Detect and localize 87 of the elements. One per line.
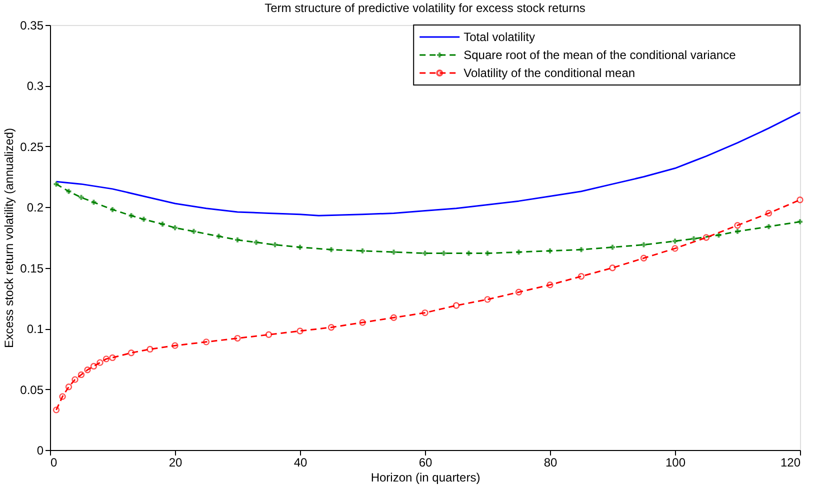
point (422, 250, 428, 256)
point (90, 362, 98, 370)
point (66, 188, 72, 194)
point (641, 242, 646, 248)
point (298, 244, 302, 250)
y-tick-label: 0 (36, 444, 44, 458)
point (578, 273, 585, 280)
point (110, 207, 115, 212)
point (234, 334, 241, 342)
y-tick-label: 0.2 (26, 200, 44, 215)
point (65, 384, 72, 390)
x-tick-label: 0 (50, 456, 58, 470)
point (466, 250, 472, 256)
point (59, 393, 66, 400)
y-tick-label: 0.15 (20, 261, 44, 276)
point (390, 314, 398, 321)
point (296, 328, 304, 334)
point (765, 210, 772, 217)
point (609, 264, 616, 272)
point (78, 194, 84, 200)
legend-label: Total volatility (464, 30, 535, 44)
point (272, 242, 278, 248)
chart-title: Term structure of predictive volatility for excess stock returns (264, 1, 586, 15)
x-tick-label: 60 (418, 456, 432, 470)
point (734, 222, 741, 229)
point (265, 331, 272, 338)
point (716, 232, 722, 238)
point (191, 228, 196, 234)
point (172, 225, 178, 230)
point (146, 346, 154, 353)
point (78, 371, 85, 378)
point (109, 354, 116, 362)
point (766, 224, 772, 230)
point (254, 240, 259, 245)
y-tick-label: 0.3 (26, 79, 44, 94)
point (96, 359, 104, 366)
x-tick-label: 100 (665, 456, 686, 470)
point (515, 288, 522, 296)
point (672, 238, 678, 244)
point (578, 247, 584, 252)
point (235, 237, 240, 242)
point (672, 245, 678, 252)
point (128, 213, 134, 218)
x-tick-label: 40 (294, 456, 308, 470)
point (798, 219, 802, 224)
x-tick-label: 20 (168, 456, 182, 470)
point (160, 222, 165, 227)
point (52, 406, 60, 414)
point (328, 324, 335, 331)
point (141, 216, 146, 222)
point (691, 236, 696, 242)
point (359, 319, 366, 326)
y-axis-title: Excess stock return volatility (annualized) (2, 128, 16, 348)
point (485, 250, 490, 256)
point (702, 234, 710, 241)
y-tick-label: 0.1 (26, 322, 44, 336)
point (548, 248, 552, 254)
point (102, 356, 110, 362)
point (735, 228, 740, 234)
point (516, 250, 522, 255)
point (610, 244, 615, 250)
point (84, 366, 91, 374)
y-tick-label: 0.05 (20, 382, 44, 397)
point (452, 302, 460, 309)
point (484, 296, 491, 303)
point (328, 247, 334, 252)
x-tick-label: 120 (780, 456, 801, 470)
point (128, 350, 135, 356)
point (54, 182, 59, 187)
x-tick-label: 80 (544, 456, 558, 470)
point (391, 250, 396, 255)
point (216, 234, 222, 239)
point (202, 338, 210, 346)
legend-label: Volatility of the conditional mean (464, 66, 636, 80)
point (441, 250, 446, 256)
x-axis-title: Horizon (in quarters) (370, 470, 480, 484)
y-tick-label: 0.35 (20, 18, 44, 32)
point (72, 376, 78, 383)
point (546, 282, 554, 288)
legend-label: Square root of the mean of the conditional variance (464, 48, 736, 62)
point (360, 248, 365, 254)
y-tick-label: 0.25 (20, 140, 44, 154)
point (640, 254, 648, 262)
point (422, 309, 428, 316)
point (91, 200, 96, 205)
point (172, 342, 178, 349)
point (796, 196, 804, 204)
